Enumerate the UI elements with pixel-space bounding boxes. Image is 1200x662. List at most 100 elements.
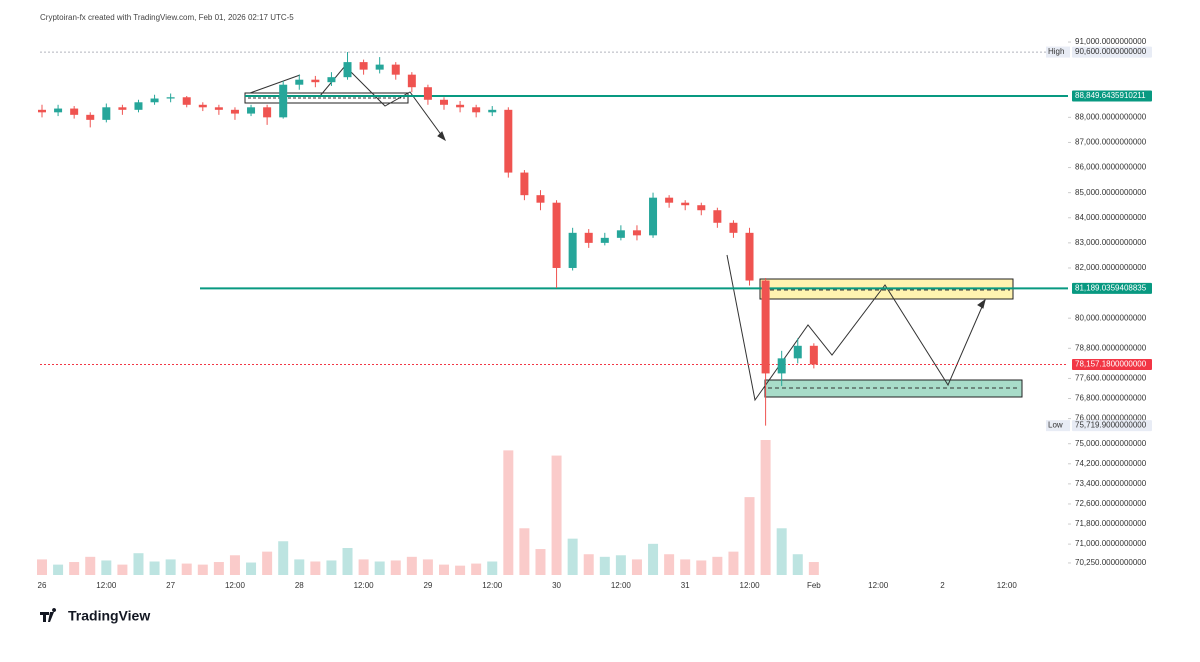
- price-label-bg: [1072, 420, 1152, 432]
- candle-body: [359, 62, 368, 70]
- y-tick-label: 76,000.0000000000: [1075, 414, 1147, 423]
- volume-bar: [519, 528, 530, 575]
- arrow-line: [319, 65, 446, 141]
- volume-bar: [744, 497, 755, 575]
- x-tick-label: 12:00: [740, 581, 761, 590]
- candle-body: [311, 79, 320, 83]
- candle-body: [214, 107, 223, 110]
- candle-body: [536, 195, 545, 203]
- x-tick-label: 31: [681, 581, 690, 590]
- candle-body: [504, 109, 513, 173]
- candle-body: [632, 230, 641, 236]
- x-tick-label: 30: [552, 581, 561, 590]
- zone-box: [244, 92, 409, 104]
- x-tick-label: 12:00: [997, 581, 1018, 590]
- price-label-bg: [1072, 358, 1152, 370]
- volume-bar: [197, 564, 208, 575]
- volume-bar: [631, 559, 642, 575]
- candle-body: [761, 280, 770, 374]
- marker-tag: Low: [1048, 421, 1063, 430]
- arrow-head: [977, 298, 986, 309]
- y-tick-label: 71,800.0000000000: [1075, 519, 1147, 528]
- candle-body: [375, 64, 384, 70]
- y-tick-label: 70,250.0000000000: [1075, 558, 1147, 567]
- candle-body: [263, 107, 272, 118]
- candle-body: [552, 202, 561, 268]
- candle-body: [456, 104, 465, 108]
- candle-body: [327, 77, 336, 83]
- volume-bar: [455, 565, 466, 575]
- candle-body: [520, 172, 529, 196]
- volume-bar: [439, 564, 449, 575]
- arrow-head: [437, 131, 446, 142]
- volume-bar: [487, 561, 498, 575]
- x-tick-label: 12:00: [482, 581, 503, 590]
- candle-body: [472, 107, 481, 113]
- volume-bar: [551, 455, 562, 575]
- candle-body: [295, 79, 304, 85]
- candle-body: [423, 87, 432, 100]
- volume-bar: [101, 560, 112, 575]
- candle-body: [616, 230, 625, 238]
- volume-bar: [342, 548, 353, 575]
- y-tick-label: 85,000.0000000000: [1075, 188, 1147, 197]
- volume-bar: [406, 556, 417, 575]
- y-tick-label: 74,200.0000000000: [1075, 459, 1147, 468]
- x-tick-label: 26: [38, 581, 47, 590]
- volume-bar: [664, 554, 675, 575]
- candle-body: [198, 104, 207, 108]
- volume-bar: [310, 561, 321, 575]
- candle-body: [230, 109, 239, 114]
- support-zone: [764, 379, 1023, 398]
- candle-body: [665, 197, 674, 203]
- y-tick-label: 75,000.0000000000: [1075, 439, 1147, 448]
- volume-bar: [165, 559, 176, 575]
- candle-body: [150, 98, 159, 103]
- volume-bar: [69, 562, 80, 575]
- candle-body: [134, 102, 143, 110]
- candle-body: [697, 205, 706, 211]
- volume-bar: [583, 554, 594, 575]
- volume-bar: [229, 555, 240, 575]
- volume-bar: [133, 553, 144, 575]
- x-tick-label: 28: [295, 581, 304, 590]
- candle-body: [568, 232, 577, 268]
- y-tick-label: 80,000.0000000000: [1075, 313, 1147, 322]
- x-tick-label: 12:00: [354, 581, 375, 590]
- y-tick-label: 71,000.0000000000: [1075, 539, 1147, 548]
- volume-bar: [181, 563, 192, 575]
- volume-bar: [374, 561, 385, 575]
- candle-body: [38, 109, 46, 113]
- y-tick-label: 88,000.0000000000: [1075, 112, 1147, 121]
- volume-bar: [680, 559, 691, 575]
- volume-bar: [615, 555, 626, 575]
- candle-body: [713, 210, 722, 223]
- logo-mark: [40, 608, 57, 622]
- candle-body: [488, 109, 497, 113]
- y-tick-label: 87,000.0000000000: [1075, 138, 1147, 147]
- y-tick-label: 84,000.0000000000: [1075, 213, 1147, 222]
- candle-body: [279, 84, 288, 118]
- candle-body: [102, 107, 111, 120]
- volume-bar: [792, 554, 803, 575]
- price-label-bg: [1072, 90, 1152, 102]
- candle-body: [649, 197, 658, 236]
- projection-path: [726, 254, 986, 402]
- candle-body: [729, 222, 738, 233]
- y-tick-label: 91,000.0000000000: [1075, 37, 1147, 46]
- volume-bar: [213, 562, 224, 575]
- candle-body: [343, 62, 352, 78]
- marker-tag-bg: [1046, 46, 1070, 58]
- volume-bar: [728, 551, 739, 575]
- marker-tag-bg: [1046, 420, 1070, 432]
- x-tick-label: 29: [423, 581, 432, 590]
- volume-bar: [712, 556, 723, 575]
- price-label-bg: [1072, 46, 1152, 58]
- volume-bar: [696, 560, 707, 575]
- x-tick-label: 27: [166, 581, 175, 590]
- volume-bar: [294, 559, 305, 575]
- candle-body: [247, 107, 256, 114]
- x-tick-label: 12:00: [611, 581, 632, 590]
- candle-body: [440, 99, 448, 105]
- candle-body: [681, 202, 690, 206]
